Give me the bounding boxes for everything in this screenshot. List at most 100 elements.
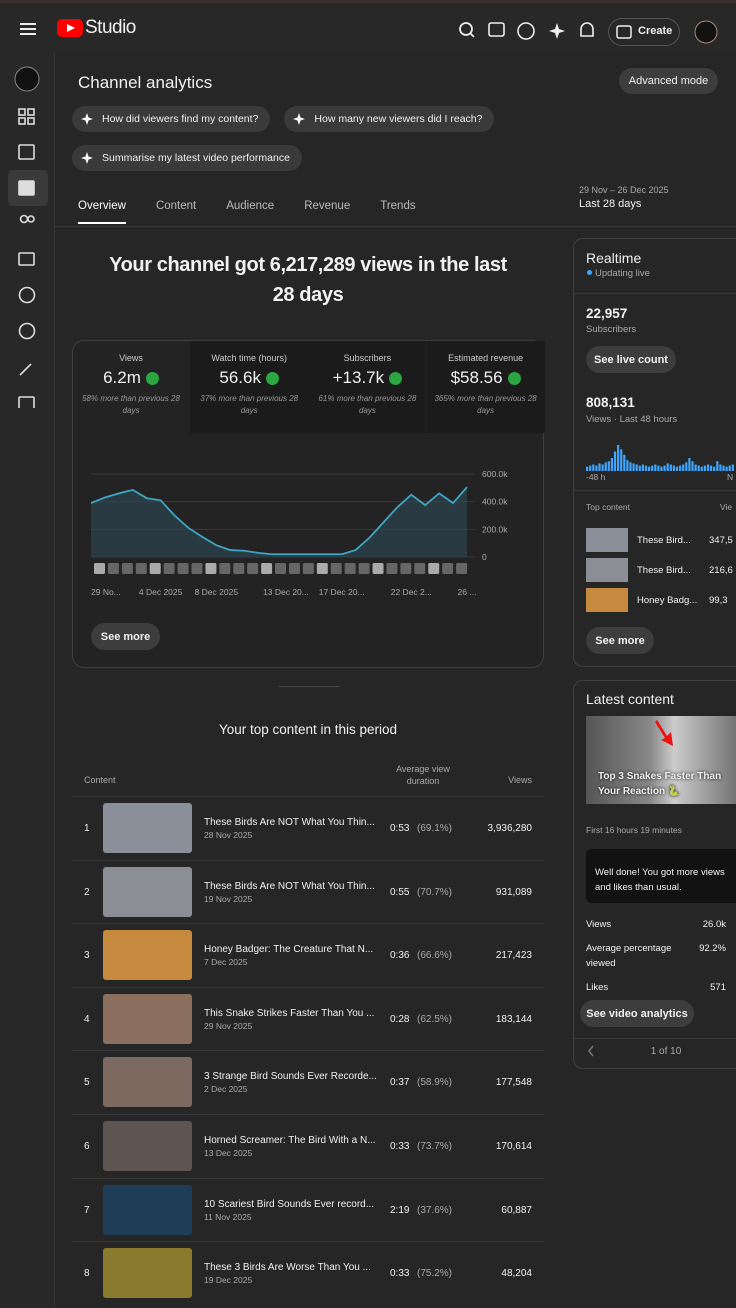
nav-icons[interactable] — [18, 108, 38, 408]
tab[interactable]: Overview — [78, 200, 126, 224]
row-divider — [72, 986, 544, 988]
metric-tile[interactable]: Subscribers +13.7k 61% more than previous … — [308, 341, 427, 433]
video-title: These Birds Are NOT What You Thin... — [204, 880, 375, 892]
row-divider — [72, 1177, 544, 1179]
metric-value-row: $58.56 — [427, 368, 545, 388]
realtime-bar — [700, 466, 703, 471]
period: Last 28 days — [579, 198, 642, 210]
see-more-button[interactable]: See more — [91, 623, 160, 650]
video-marker — [414, 563, 426, 574]
thumbnail[interactable] — [586, 558, 628, 582]
stat-label: Views — [586, 919, 612, 930]
realtime-bar — [728, 465, 731, 471]
metric-tile[interactable]: Watch time (hours) 56.6k 37% more than pre… — [190, 341, 309, 433]
metric-value-row: 56.6k — [190, 368, 308, 388]
thumbnail — [103, 1248, 192, 1299]
youtube-logo[interactable] — [57, 19, 83, 37]
video-marker — [94, 563, 105, 574]
top-views: 216,6 — [709, 565, 733, 576]
col-header: Views — [508, 775, 532, 785]
prompt-list: How did viewers find my content? How many… — [72, 106, 512, 171]
y-tick-label: 400.0k — [482, 497, 508, 507]
views: 217,423 — [495, 950, 532, 962]
thumbnail — [103, 930, 192, 981]
duration: 0:33 — [390, 1141, 410, 1152]
realtime-bar — [694, 464, 697, 471]
realtime-bar — [617, 445, 620, 471]
right-panel: Realtime Updating live 22,957 Subscriber… — [573, 238, 736, 1308]
divider — [573, 293, 736, 294]
tab[interactable]: Content — [155, 200, 197, 212]
metric-tile[interactable]: Views 6.2m 58% more than previous 28 days — [72, 341, 190, 433]
realtime-chart — [586, 445, 734, 471]
video-title: These 3 Birds Are Worse Than You ... — [204, 1262, 371, 1274]
thumbnail[interactable] — [586, 528, 628, 552]
video-marker — [149, 563, 161, 574]
tab[interactable]: Trends — [380, 200, 416, 212]
video-marker — [219, 563, 231, 574]
metric-value: +13.7k — [332, 368, 385, 387]
video-date: 29 Nov 2025 — [204, 1020, 253, 1031]
date-range: 29 Nov – 26 Dec 2025 — [579, 185, 669, 195]
metric-note: 365% more than previous 28 days — [434, 394, 537, 415]
headline: Your channel got 6,217,289 views in the … — [109, 254, 507, 306]
live-count-button[interactable]: See live count — [586, 346, 676, 373]
tab[interactable]: Revenue — [304, 200, 351, 212]
realtime-bar — [638, 465, 641, 471]
account-avatar[interactable] — [694, 20, 718, 44]
tab[interactable]: Audience — [226, 200, 275, 212]
views: 3,936,280 — [487, 823, 533, 834]
up-icon — [389, 371, 403, 385]
table-title: Your top content in this period — [218, 722, 398, 737]
rank: 8 — [84, 1268, 90, 1280]
prompt-text: How many new viewers did I reach? — [314, 113, 483, 125]
realtime-bar — [706, 464, 710, 471]
video-date: 2 Dec 2025 — [204, 1084, 248, 1095]
video-marker — [358, 563, 370, 574]
stat-value: 571 — [710, 982, 726, 993]
thumbnail[interactable] — [586, 588, 628, 612]
realtime-bar — [607, 461, 610, 471]
tabs: Overview Content Audience Revenue Trends — [78, 200, 416, 224]
realtime-bar — [632, 463, 635, 471]
advanced-mode-button[interactable]: Advanced mode — [619, 68, 718, 94]
top-title: Honey Badg... — [637, 595, 698, 606]
views: 183,144 — [495, 1013, 532, 1025]
prompt-chip[interactable]: Summarise my latest video performance — [72, 145, 302, 171]
thumbnail-arrow — [655, 720, 673, 746]
duration-pct: (70.7%) — [417, 886, 453, 898]
thumbnail — [103, 1121, 192, 1171]
video-marker — [107, 563, 119, 574]
realtime-bar — [651, 465, 654, 471]
prompt-chip[interactable]: How many new viewers did I reach? — [284, 106, 495, 132]
prev-button[interactable] — [586, 1044, 596, 1058]
duration-pct: (75.2%) — [417, 1268, 453, 1280]
prompt-chip[interactable]: How did viewers find my content? — [72, 106, 271, 132]
subscriber-count: 22,957 — [586, 306, 628, 321]
video-title: This Snake Strikes Faster Than You ... — [204, 1007, 375, 1019]
video-marker — [121, 563, 133, 574]
video-analytics-button[interactable]: See video analytics — [580, 1000, 694, 1027]
channel-avatar[interactable] — [14, 66, 40, 92]
video-date: 11 Nov 2025 — [204, 1211, 252, 1222]
video-title: Honey Badger: The Creature That N... — [204, 944, 374, 956]
create-button[interactable] — [608, 18, 680, 46]
x-tick-label: 22 Dec 2... — [391, 587, 432, 597]
realtime-bar — [657, 465, 660, 471]
see-more-button[interactable]: See more — [586, 627, 654, 654]
realtime-bar — [685, 462, 688, 471]
metric-tile[interactable]: Estimated revenue $58.56 365% more than pr… — [426, 341, 545, 433]
duration-pct: (66.6%) — [417, 950, 453, 962]
create-label: Create — [638, 25, 673, 37]
realtime-bar — [644, 465, 648, 471]
sparkle-icon — [81, 152, 93, 164]
axis-start: -48 h — [586, 472, 606, 482]
rank: 3 — [84, 950, 90, 962]
rank: 4 — [84, 1013, 90, 1025]
menu-icon[interactable] — [20, 23, 36, 35]
video-marker — [247, 563, 259, 574]
metric-value: 6.2m — [103, 368, 141, 387]
area — [91, 487, 467, 557]
realtime-bar — [703, 465, 706, 471]
